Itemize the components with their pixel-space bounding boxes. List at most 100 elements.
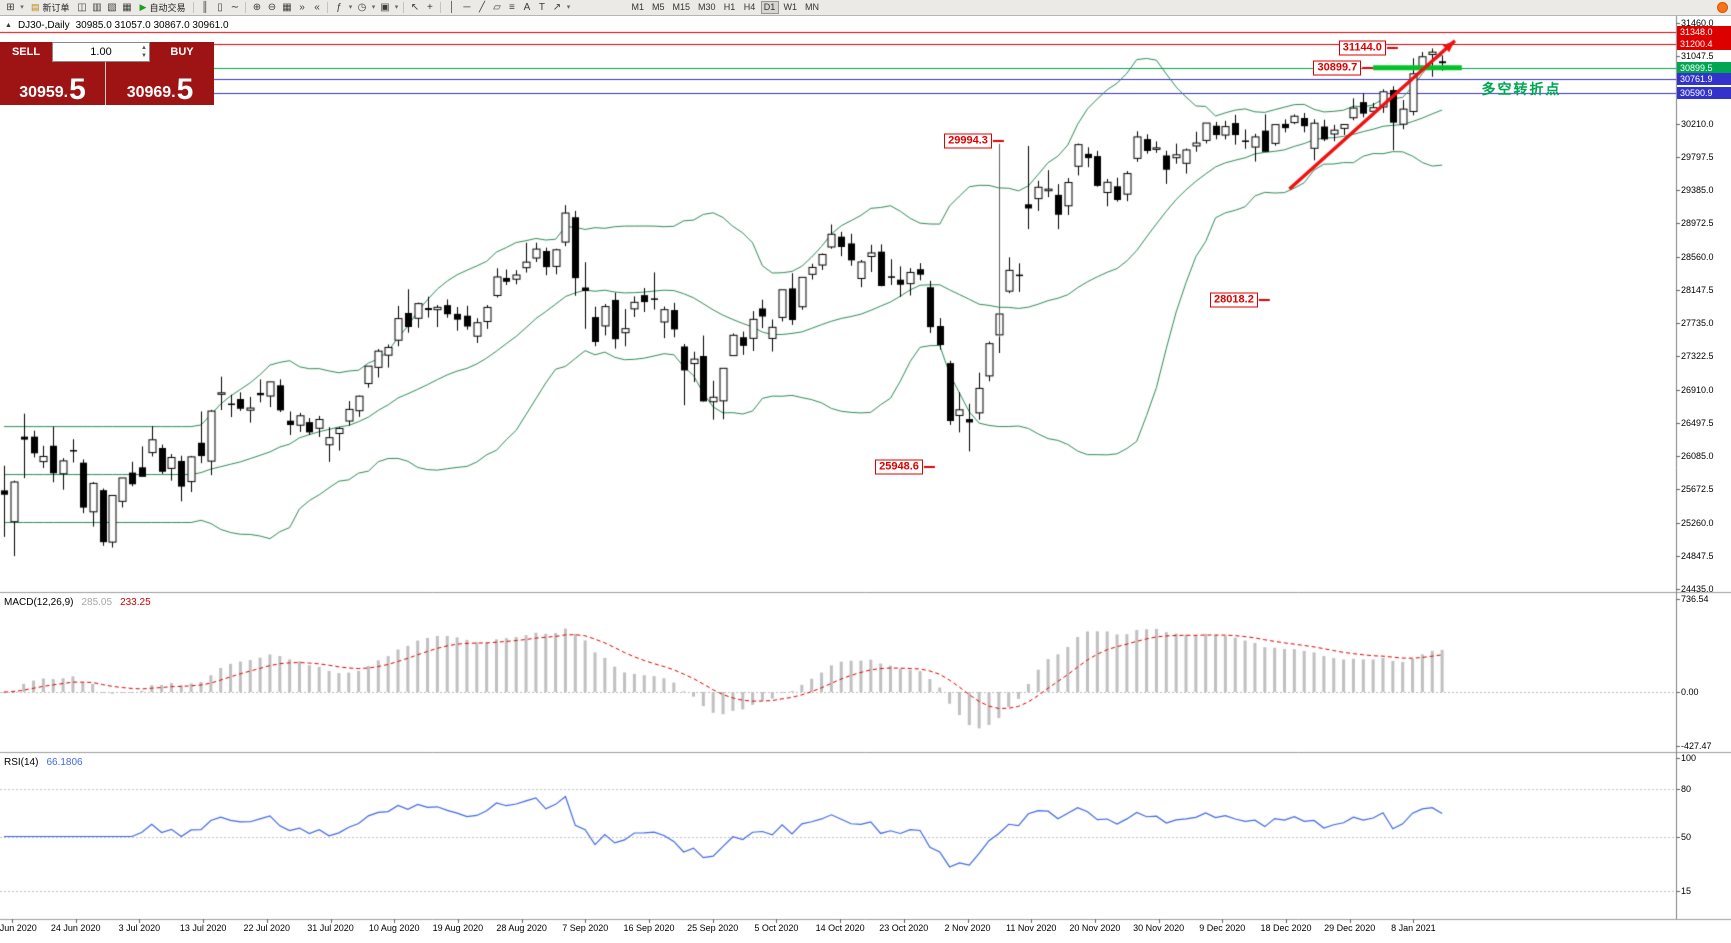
macd-signal-value: 233.25 (120, 597, 151, 608)
new-order-button[interactable]: ▤ 新订单 (26, 1, 75, 15)
price-annotation[interactable]: 30899.7 (1313, 60, 1362, 76)
templates-dropdown[interactable]: ▾ (394, 3, 399, 11)
tile-windows-icon[interactable]: ▦ (282, 1, 292, 13)
bar-chart-icon[interactable]: ║ (201, 1, 209, 13)
timeframe-button-w1[interactable]: W1 (783, 2, 798, 12)
new-order-icon: ▤ (31, 2, 40, 12)
templates-icon[interactable]: ▣ (380, 1, 390, 13)
timeframe-button-m1[interactable]: M1 (631, 2, 644, 12)
fibonacci-icon[interactable]: ≡ (509, 1, 515, 13)
price-tick: 26085.0 (1681, 451, 1714, 462)
trade-panel-prices: 30959. 5 30969. 5 (0, 62, 214, 105)
date-label: 13 Jul 2020 (179, 923, 227, 933)
arrows-icon[interactable]: ↗ (552, 1, 562, 13)
navigator-icon[interactable]: ▧ (107, 1, 117, 13)
chart-title: ▲ DJ30-,Daily 30985.0 31057.0 30867.0 30… (5, 20, 229, 31)
date-label: 11 Nov 2020 (1006, 923, 1057, 933)
timeframe-button-m15[interactable]: M15 (672, 2, 691, 12)
price-tick: 24435.0 (1681, 584, 1714, 594)
horizontal-line-icon[interactable]: ─ (463, 1, 471, 13)
rsi-value: 66.1806 (46, 757, 83, 768)
price-line-tag: 31348.0 (1677, 26, 1731, 39)
price-tick: 24847.5 (1681, 550, 1714, 561)
crosshair-icon[interactable]: + (427, 1, 433, 13)
rsi-tick: 80 (1681, 784, 1692, 795)
rsi-tick: 50 (1681, 831, 1692, 842)
data-window-icon[interactable]: ▥ (92, 1, 102, 13)
price-tick: 26910.0 (1681, 384, 1714, 395)
volume-decrease-button[interactable]: ▼ (141, 53, 147, 59)
volume-increase-button[interactable]: ▲ (141, 45, 147, 51)
volume-field[interactable]: 1.00 ▲ ▼ (52, 42, 150, 62)
zoom-in-icon[interactable]: ⊕ (252, 1, 262, 13)
timeframe-button-h4[interactable]: H4 (743, 2, 756, 12)
indicators-dropdown[interactable]: ▾ (348, 3, 353, 11)
timeframe-button-m30[interactable]: M30 (698, 2, 716, 12)
toolbar: ⊞ ▾ ▤ 新订单 ◫ ▥ ▧ ▦ ▶ 自动交易 ║ ▯ ∼ ⊕ ⊖ ▦» «ƒ ▾ ◷ ▾ ▣ ▾ ↖ + │ ─ ╱ ▱ ≡ A T ↗ ▾… (0, 0, 1731, 16)
price-annotation[interactable]: 31144.0 (1338, 40, 1386, 56)
buy-button[interactable]: BUY (150, 42, 214, 62)
zoom-out-icon[interactable]: ⊖ (267, 1, 277, 13)
date-label: 20 Nov 2020 (1069, 923, 1121, 933)
macd-indicator-label: MACD(12,26,9) 285.05 233.25 (4, 597, 151, 608)
price-annotation[interactable]: 28018.2 (1210, 292, 1258, 308)
line-chart-icon[interactable]: ∼ (230, 1, 240, 13)
autotrading-button-label: 自动交易 (149, 3, 186, 13)
price-line-tag: 30761.9 (1677, 73, 1731, 86)
new-chart-icon[interactable]: ⊞ (6, 1, 15, 13)
periods-icon[interactable]: ◷ (357, 1, 367, 13)
rsi-tick: 15 (1681, 886, 1692, 897)
macd-tick: -427.47 (1681, 741, 1712, 751)
date-label: 25 Sep 2020 (687, 923, 739, 933)
date-label: 3 Jul 2020 (118, 923, 161, 933)
sell-button[interactable]: SELL (0, 42, 52, 62)
date-label: 8 Jan 2021 (1391, 923, 1436, 933)
date-label: 2 Nov 2020 (944, 923, 991, 933)
trendline-icon[interactable]: ╱ (478, 1, 485, 13)
price-annotation[interactable]: 29994.3 (944, 133, 992, 149)
timeframe-button-mn[interactable]: MN (805, 2, 820, 12)
notification-icon[interactable] (1717, 2, 1728, 13)
price-tick: 27322.5 (1681, 351, 1714, 362)
price-tick: 28560.0 (1681, 251, 1714, 262)
rsi-name: RSI(14) (4, 757, 39, 768)
price-tick: 29797.5 (1681, 151, 1714, 162)
date-label: 7 Sep 2020 (562, 923, 609, 933)
periods-dropdown[interactable]: ▾ (371, 3, 376, 11)
macd-tick: 736.54 (1681, 594, 1709, 604)
date-label: 5 Oct 2020 (754, 923, 799, 933)
timeframe-button-h1[interactable]: H1 (723, 2, 736, 12)
label-icon[interactable]: T (538, 1, 546, 13)
price-tick: 28147.5 (1681, 284, 1714, 295)
market-watch-icon[interactable]: ◫ (77, 1, 87, 13)
text-icon[interactable]: A (523, 1, 531, 13)
price-tick: 30210.0 (1681, 118, 1714, 129)
date-label: 14 Oct 2020 (815, 923, 865, 933)
terminal-icon[interactable]: ▦ (122, 1, 132, 13)
indicators-icon[interactable]: ƒ (336, 1, 342, 13)
autotrading-button[interactable]: ▶ 自动交易 (135, 1, 191, 15)
buy-price-display[interactable]: 30969. 5 (106, 62, 214, 105)
sell-price-display[interactable]: 30959. 5 (0, 62, 106, 105)
chart-shift-icon[interactable]: « (314, 1, 320, 13)
vertical-line-icon[interactable]: │ (448, 1, 456, 13)
rsi-tick: 100 (1681, 753, 1697, 763)
new-chart-dropdown[interactable]: ▾ (20, 3, 24, 11)
date-label: 30 Nov 2020 (1133, 923, 1185, 933)
arrows-dropdown[interactable]: ▾ (566, 3, 571, 11)
cursor-icon[interactable]: ↖ (410, 1, 420, 13)
date-label: 22 Jul 2020 (243, 923, 291, 933)
auto-scroll-icon[interactable]: » (299, 1, 305, 13)
timeframe-button-d1[interactable]: D1 (760, 1, 779, 14)
channel-icon[interactable]: ▱ (493, 1, 501, 13)
candlestick-icon[interactable]: ▯ (217, 1, 223, 13)
buy-price-main: 30969. (126, 84, 176, 102)
chart-text-label[interactable]: 多空转折点 (1481, 81, 1562, 98)
price-annotation[interactable]: 25948.6 (875, 459, 923, 475)
chart-symbol-period: DJ30-,Daily (17, 20, 70, 31)
timeframe-button-m5[interactable]: M5 (651, 2, 665, 12)
